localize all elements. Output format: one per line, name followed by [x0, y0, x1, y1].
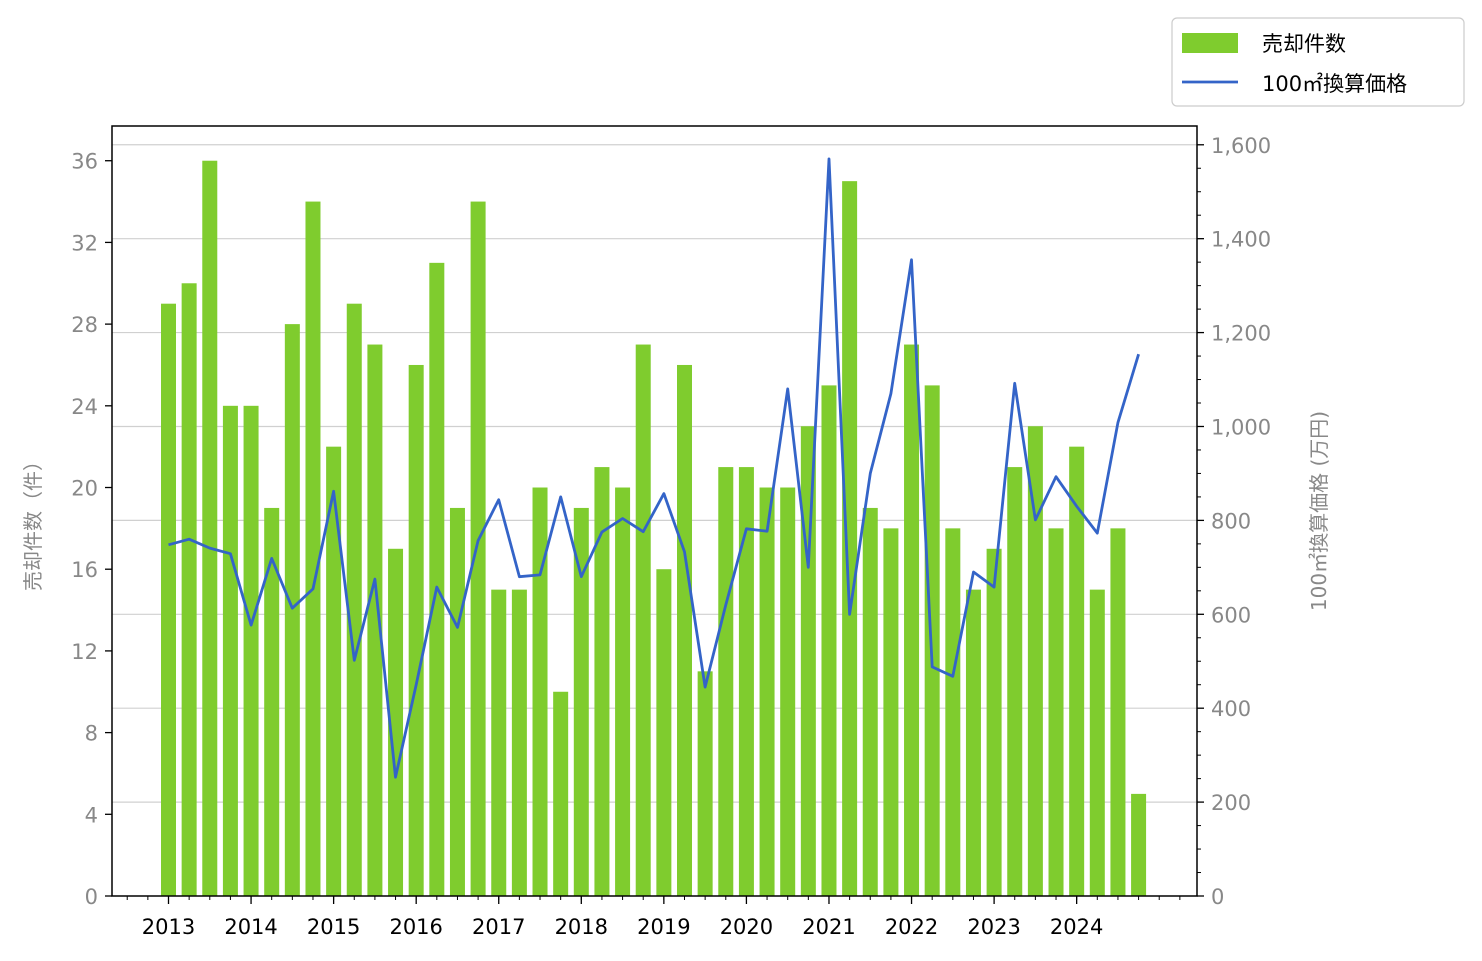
x-tick-label: 2020	[720, 915, 773, 939]
left-tick-label: 0	[85, 885, 98, 909]
price-line	[168, 157, 1140, 779]
bar	[202, 160, 218, 896]
legend: 売却件数 100㎡換算価格	[1171, 17, 1465, 107]
bar	[1069, 446, 1085, 896]
legend-label-bar: 売却件数	[1262, 32, 1346, 56]
x-tick-label: 2019	[637, 915, 690, 939]
right-tick-label: 400	[1211, 697, 1251, 721]
bar	[759, 487, 775, 896]
legend-swatch-bar	[1182, 33, 1238, 53]
bar	[1089, 589, 1105, 896]
bar	[553, 691, 569, 896]
bar	[1131, 793, 1147, 896]
bar	[243, 405, 259, 896]
left-tick-label: 32	[71, 231, 98, 255]
bar	[491, 589, 507, 896]
bar	[945, 528, 961, 896]
x-tick-label: 2015	[307, 915, 360, 939]
bar	[697, 671, 713, 896]
x-tick-label: 2021	[802, 915, 855, 939]
right-tick-label: 0	[1211, 885, 1224, 909]
left-tick-label: 24	[71, 395, 98, 419]
bar-series	[161, 160, 1147, 897]
right-tick-label: 1,000	[1211, 415, 1271, 439]
x-axis: 2013 2014 2015 2016 2017 2018 2019 2020 2021 2022…	[126, 896, 1181, 939]
bar	[718, 467, 734, 896]
x-tick-label: 2016	[389, 915, 442, 939]
x-tick-label: 2017	[472, 915, 525, 939]
legend-box	[1171, 17, 1465, 107]
bar	[800, 426, 816, 896]
bar	[429, 262, 445, 896]
left-tick-label: 8	[85, 722, 98, 746]
bar	[842, 181, 858, 897]
bar	[326, 446, 342, 896]
bar	[532, 487, 548, 896]
right-tick-label: 800	[1211, 509, 1251, 533]
bar	[862, 507, 878, 896]
bar	[346, 303, 362, 896]
left-tick-label: 36	[71, 150, 98, 174]
bar	[738, 467, 754, 896]
bar	[986, 548, 1002, 896]
bar	[264, 507, 280, 896]
bar	[511, 589, 527, 896]
bar	[615, 487, 631, 896]
bar	[222, 405, 238, 896]
bar	[161, 303, 176, 896]
bar	[1027, 426, 1043, 896]
bar	[367, 344, 383, 896]
right-axis: 0 200 400 600 800 1,000 1,200 1,400 1,600	[1197, 134, 1271, 909]
bar	[449, 507, 465, 896]
x-tick-label: 2024	[1050, 915, 1103, 939]
left-tick-label: 16	[71, 558, 98, 582]
bar	[677, 364, 692, 896]
bar	[883, 528, 899, 896]
bar	[594, 467, 610, 896]
bar	[1048, 528, 1064, 896]
bar	[573, 507, 589, 896]
bar	[470, 201, 486, 896]
x-tick-label: 2023	[967, 915, 1020, 939]
left-axis: 0 4 8 12 16 20 24 28 32 36	[71, 150, 112, 909]
left-tick-label: 20	[71, 477, 98, 501]
right-tick-label: 1,600	[1211, 134, 1271, 158]
bar	[1110, 528, 1126, 896]
bar	[284, 324, 300, 896]
legend-label-line: 100㎡換算価格	[1262, 72, 1407, 96]
right-axis-title: 100㎡換算価格 (万円)	[1307, 411, 1331, 611]
bar	[1007, 467, 1023, 896]
bar	[305, 201, 321, 896]
left-tick-label: 4	[85, 803, 98, 827]
x-tick-label: 2014	[224, 915, 277, 939]
line-series	[168, 157, 1140, 779]
bar	[904, 344, 920, 896]
right-tick-label: 1,200	[1211, 322, 1271, 346]
x-tick-label: 2018	[555, 915, 608, 939]
left-tick-label: 12	[71, 640, 98, 664]
left-axis-title: 売却件数（件）	[21, 451, 45, 591]
left-tick-label: 28	[71, 313, 98, 337]
bar	[965, 589, 981, 896]
bar	[656, 569, 672, 896]
right-tick-label: 600	[1211, 603, 1251, 627]
bar	[181, 283, 197, 896]
bar	[821, 385, 837, 896]
x-tick-label: 2013	[142, 915, 195, 939]
plot-frame	[111, 125, 1198, 897]
bar	[635, 344, 651, 896]
right-tick-label: 200	[1211, 791, 1251, 815]
right-tick-label: 1,400	[1211, 228, 1271, 252]
x-tick-label: 2022	[885, 915, 938, 939]
bar	[408, 364, 424, 896]
bar	[388, 548, 404, 896]
bar	[780, 487, 796, 896]
